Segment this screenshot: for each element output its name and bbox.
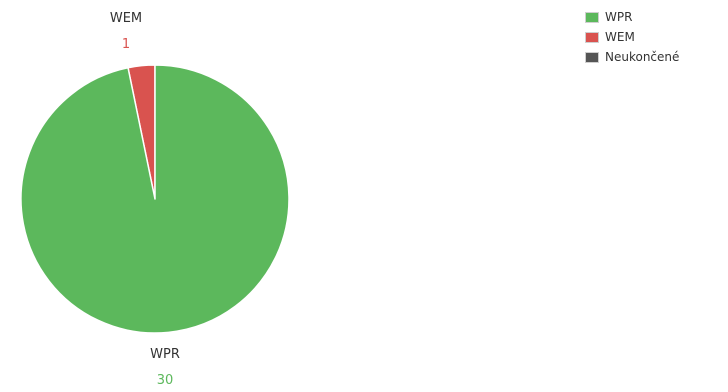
slice-label-wem: WEM — [110, 11, 142, 26]
legend-label-wpr: WPR — [605, 10, 633, 24]
legend-swatch-wpr — [585, 11, 599, 23]
legend-label-wem: WEM — [605, 30, 635, 44]
legend-swatch-wem — [585, 31, 599, 43]
slice-value-wpr: 30 — [157, 373, 174, 388]
slice-value-wem: 1 — [122, 37, 130, 52]
chart-legend: WPR WEM Neukončené — [585, 7, 679, 67]
legend-item-neukoncene[interactable]: Neukončené — [585, 47, 679, 67]
pie-slice-wpr[interactable] — [20, 64, 290, 334]
legend-item-wem[interactable]: WEM — [585, 27, 679, 47]
legend-swatch-neukoncene — [585, 51, 599, 63]
slice-label-wpr: WPR — [150, 347, 180, 362]
legend-item-wpr[interactable]: WPR — [585, 7, 679, 27]
pie-slices — [20, 64, 290, 334]
legend-label-neukoncene: Neukončené — [605, 50, 680, 64]
pie-labels: WPR 30 WEM 1 — [110, 11, 180, 388]
